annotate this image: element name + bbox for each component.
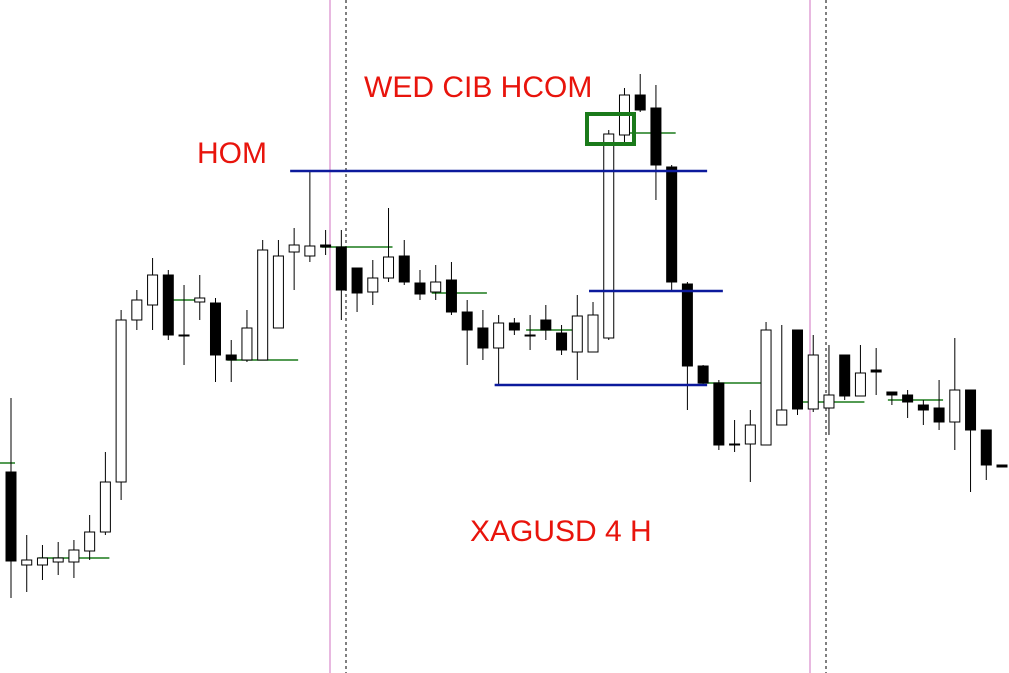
candle-body [776, 409, 788, 426]
candle-body [351, 267, 363, 294]
candle-body [917, 404, 929, 411]
candle-body [540, 319, 552, 331]
candle-body [209, 302, 221, 356]
candle-body [681, 283, 693, 367]
candle-body [178, 334, 190, 337]
candle-body [603, 133, 615, 339]
candle-body [996, 464, 1008, 468]
annotation: WED CIB HCOM [364, 71, 592, 104]
candle-body [257, 249, 269, 361]
candle-body [68, 549, 80, 563]
candle-body [383, 256, 395, 279]
candle-body [870, 369, 882, 373]
candle-body [21, 559, 33, 566]
candle-body [713, 382, 725, 446]
candle-body [398, 255, 410, 283]
candle-body [587, 314, 599, 353]
candle-body [445, 279, 457, 313]
candle-body [272, 255, 284, 329]
candle-body [288, 244, 300, 253]
candle-body [823, 394, 835, 409]
candle-body [697, 365, 709, 384]
candle-body [524, 334, 536, 337]
candle-body [744, 424, 756, 445]
candle-body [807, 354, 819, 410]
candle-body [162, 274, 174, 336]
candle-body [414, 282, 426, 295]
annotation: XAGUSD 4 H [470, 515, 652, 548]
candle-body [225, 354, 237, 361]
candle-body [729, 443, 741, 446]
candle-body [304, 245, 316, 257]
candle-body [131, 299, 143, 321]
candle-body [634, 94, 646, 111]
candle-body [99, 481, 111, 533]
candle-body [650, 107, 662, 166]
candle-body [854, 372, 866, 397]
candle-body [194, 297, 206, 303]
candle-body [52, 557, 64, 563]
candle-body [335, 246, 347, 291]
candle-body [84, 531, 96, 552]
candle-body [949, 389, 961, 423]
candle-body [980, 429, 992, 466]
candle-body [115, 319, 127, 483]
candle-body [477, 327, 489, 349]
candle-body [430, 281, 442, 293]
candle-body [839, 354, 851, 397]
candle-body [571, 315, 583, 353]
candle-body [792, 329, 804, 410]
candle-body [320, 244, 332, 248]
candle-body [508, 322, 520, 331]
annotation: HOM [197, 137, 267, 170]
candle-body [367, 277, 379, 293]
candle-body [902, 394, 914, 403]
candle-body [5, 471, 17, 562]
candle-body [666, 166, 678, 283]
candle-body [241, 327, 253, 361]
candle-body [886, 391, 898, 396]
candle-body [556, 332, 568, 351]
candle-body [493, 322, 505, 349]
candle-body [461, 311, 473, 331]
candle-body [933, 407, 945, 423]
candle-body [36, 557, 48, 566]
candle-body [965, 389, 977, 431]
candle-body [760, 329, 772, 446]
highlight-box [585, 112, 636, 146]
candle-body [147, 274, 159, 306]
